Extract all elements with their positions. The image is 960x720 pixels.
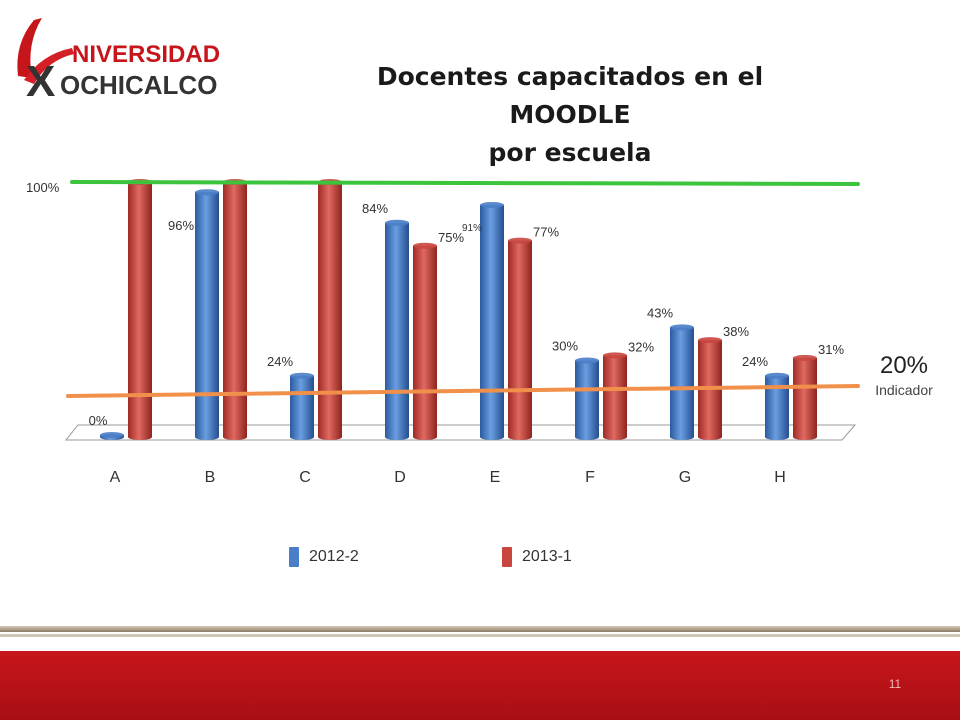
legend-swatch-2013-1 <box>502 547 512 567</box>
page-title: Docentes capacitados en el MOODLE por es… <box>350 58 790 172</box>
indicator-callout: 20% Indicador <box>862 352 946 398</box>
data-label-e-2013-1: 77% <box>533 225 559 240</box>
data-label-d-2013-1: 75% <box>438 230 464 245</box>
bar-d-2013-1 <box>413 242 437 440</box>
legend-swatch-2012-2 <box>289 547 299 567</box>
footer-divider-shadow <box>0 634 960 637</box>
university-logo: NIVERSIDAD X OCHICALCO <box>17 18 220 106</box>
legend-label-2012-2: 2012-2 <box>309 548 359 565</box>
legend-item-2012-2: 2012-2 <box>289 545 359 569</box>
data-label-e-2012-2: 91% <box>462 223 482 234</box>
chart-legend: 2012-2 2013-1 <box>0 545 960 569</box>
data-label-f-2012-2: 30% <box>552 339 578 354</box>
bar-a-2012-2 <box>100 432 124 440</box>
goal-line-label: 100% <box>26 180 60 195</box>
footer-band <box>0 651 960 720</box>
bar-a-2013-1 <box>128 179 152 440</box>
chart-floor <box>64 424 857 441</box>
category-label-b: B <box>205 469 216 486</box>
bar-c-2013-1 <box>318 179 342 440</box>
category-label-f: F <box>585 469 595 486</box>
bar-e-2013-1 <box>508 237 532 440</box>
legend-item-2013-1: 2013-1 <box>502 545 572 569</box>
category-label-e: E <box>490 469 501 486</box>
bar-b-2012-2 <box>195 189 219 440</box>
bar-h-2013-1 <box>793 354 817 440</box>
logo-text-top: NIVERSIDAD <box>72 41 220 68</box>
data-label-h-2013-1: 31% <box>818 342 844 357</box>
category-label-g: G <box>679 469 691 486</box>
bar-e-2012-2 <box>480 201 504 440</box>
bar-f-2012-2 <box>575 357 599 440</box>
bar-f-2013-1 <box>603 352 627 440</box>
logo-letter: X <box>26 57 55 106</box>
indicator-line <box>66 384 860 398</box>
legend-label-2013-1: 2013-1 <box>522 548 572 565</box>
bar-h-2012-2 <box>765 372 789 440</box>
bar-c-2012-2 <box>290 372 314 440</box>
page-number: 11 <box>888 677 902 691</box>
indicator-label: Indicador <box>875 382 933 398</box>
data-label-b-2012-2: 96% <box>168 218 194 233</box>
data-label-g-2013-1: 38% <box>723 324 749 339</box>
bar-chart: 100% 0% 96% 24% 84% 75%91% 77% 30% 32% 43% 38% 24%… <box>26 179 860 486</box>
bar-b-2013-1 <box>223 179 247 440</box>
title-line-2: por escuela <box>488 138 652 167</box>
logo-text-bottom: OCHICALCO <box>60 70 217 100</box>
goal-line <box>70 180 860 186</box>
data-label-h-2012-2: 24% <box>742 354 768 369</box>
bar-g-2012-2 <box>670 324 694 440</box>
footer-divider <box>0 626 960 632</box>
category-label-d: D <box>394 469 406 486</box>
title-line-1: Docentes capacitados en el MOODLE <box>376 62 764 129</box>
category-label-c: C <box>299 469 311 486</box>
category-label-h: H <box>774 469 786 486</box>
bar-d-2012-2 <box>385 219 409 440</box>
data-label-a-2012-2: 0% <box>89 413 108 428</box>
data-label-c-2012-2: 24% <box>267 354 293 369</box>
data-label-g-2012-2: 43% <box>647 305 673 320</box>
data-label-d-2012-2: 84% <box>362 201 388 216</box>
indicator-value: 20% <box>879 352 929 379</box>
data-label-f-2013-1: 32% <box>628 339 654 354</box>
category-label-a: A <box>110 469 121 486</box>
